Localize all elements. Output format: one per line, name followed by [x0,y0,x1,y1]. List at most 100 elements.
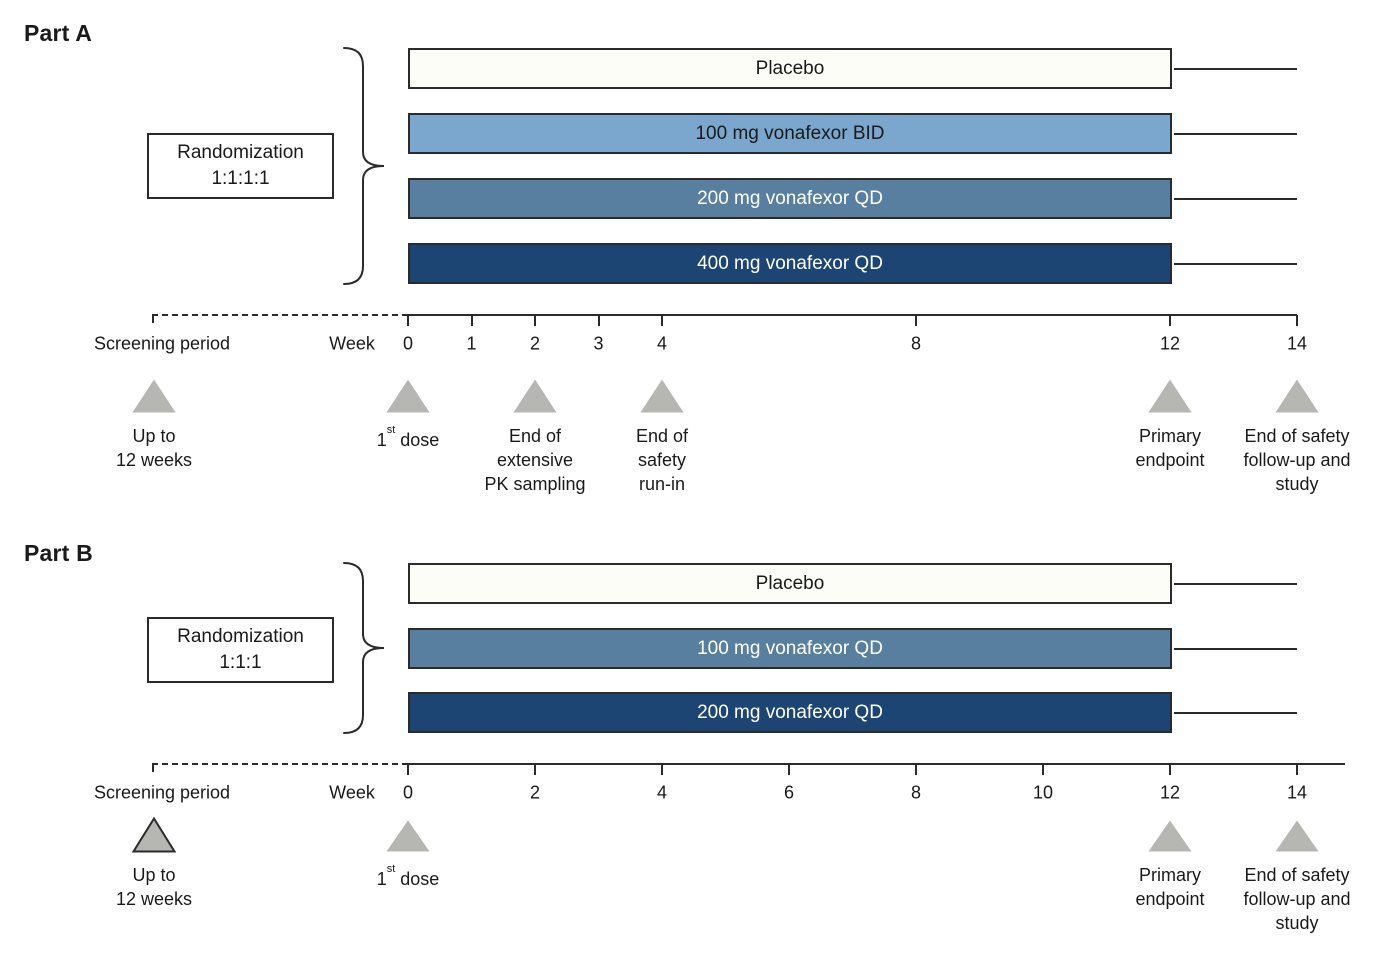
event-label-line: endpoint [1135,450,1205,470]
event-label-line: Up to [132,865,176,885]
treatment-arm-label: 100 mg vonafexor QD [697,637,883,659]
treatment-arm-label: Placebo [755,57,825,79]
week-tick-label: 2 [529,782,541,803]
screening-dashed-line [152,314,408,316]
screening-period-label: Screening period [93,333,231,354]
week-tick [915,315,917,326]
treatment-arm-bar: Placebo [408,563,1172,604]
randomization-ratio: 1:1:1 [219,652,262,673]
week-tick-label: 2 [529,333,541,354]
part-b-randomization-box: Randomization 1:1:1 [147,617,334,683]
event-triangle-icon [512,378,558,414]
week-tick [1169,315,1171,326]
part-b-title: Part B [24,540,93,566]
event-triangle-icon [131,378,177,414]
randomization-brace [335,44,395,288]
arm-followup-line [1174,647,1297,650]
week-tick-label: 4 [656,333,668,354]
week-tick [534,764,536,775]
treatment-arm-bar: 100 mg vonafexor QD [408,628,1172,669]
event-triangle-icon [1274,819,1320,853]
event-label-line: extensive [496,450,574,470]
week-tick [661,315,663,326]
week-axis-label: Week [329,782,375,803]
event-triangle-icon [1147,819,1193,853]
part-a-title: Part A [24,20,93,46]
week-tick-label: 12 [1159,333,1181,354]
week-tick [915,764,917,775]
week-tick-label: 0 [402,333,414,354]
event-label: Primary endpoint [1135,424,1204,472]
event-label-line: 12 weeks [115,450,193,470]
arm-followup-line [1174,67,1297,70]
week-tick [534,315,536,326]
week-tick [1296,315,1298,326]
randomization-brace [335,559,395,737]
event-label: End of safety follow-up and study [1243,424,1350,496]
event-label-line: End of [508,426,562,446]
week-tick [661,764,663,775]
event-label-line: study [1275,913,1319,933]
treatment-arm-label: 400 mg vonafexor QD [697,252,883,274]
week-tick-label: 0 [402,782,414,803]
event-triangle-icon [639,378,685,414]
event-label: Up to 12 weeks [116,424,192,472]
week-tick-label: 14 [1286,333,1308,354]
event-label-line: endpoint [1135,889,1205,909]
event-label-line: End of [635,426,689,446]
arm-followup-line [1174,711,1297,714]
event-label-line: run-in [638,474,686,494]
timeline-axis [408,314,1297,316]
event-triangle-icon [1274,378,1320,414]
treatment-arm-label: 200 mg vonafexor QD [697,187,883,209]
week-tick-label: 4 [656,782,668,803]
randomization-label: Randomization [177,626,304,647]
treatment-arm-label: 100 mg vonafexor BID [695,122,885,144]
event-label: Primary endpoint [1135,863,1204,911]
arm-followup-line [1174,132,1297,135]
event-label-line: 1st dose [376,424,440,450]
week-tick [407,764,409,775]
week-tick [470,315,473,326]
week-tick [597,315,600,326]
treatment-arm-bar: 400 mg vonafexor QD [408,243,1172,284]
week-tick [1169,764,1171,775]
treatment-arm-bar: 100 mg vonafexor BID [408,113,1172,154]
randomization-ratio: 1:1:1:1 [211,168,270,189]
event-label-line: Up to [132,426,176,446]
arm-followup-line [1174,197,1297,200]
randomization-label: Randomization [177,142,304,163]
treatment-arm-bar: Placebo [408,48,1172,89]
event-label: 1st dose [377,863,440,891]
screening-start-tick [152,315,154,323]
week-axis-label: Week [329,333,375,354]
arm-followup-line [1174,582,1297,585]
week-tick-label: 6 [783,782,795,803]
event-label: End of extensive PK sampling [484,424,585,496]
arm-followup-line [1174,262,1297,265]
event-label-line: Primary [1138,426,1201,446]
week-tick [407,315,409,326]
week-tick [788,764,790,775]
event-label-line: PK sampling [484,474,586,494]
event-label-line: follow-up and [1243,450,1351,470]
part-a-randomization-box: Randomization 1:1:1:1 [147,133,334,199]
timeline-axis [408,763,1345,765]
event-label-line: study [1275,474,1319,494]
event-triangle-icon [385,378,431,414]
week-tick-label: 10 [1032,782,1054,803]
week-tick-label: 14 [1286,782,1308,803]
event-label: End of safety follow-up and study [1243,863,1350,935]
treatment-arm-label: 200 mg vonafexor QD [697,701,883,723]
event-label-line: End of safety [1244,865,1350,885]
event-label: Up to 12 weeks [116,863,192,911]
treatment-arm-label: Placebo [755,572,825,594]
event-triangle-icon [1147,378,1193,414]
week-tick-label: 12 [1159,782,1181,803]
event-triangle-icon [132,817,176,853]
event-label: End of safety run-in [636,424,688,496]
week-tick-label: 3 [593,333,604,354]
event-label-line: follow-up and [1243,889,1351,909]
treatment-arm-bar: 200 mg vonafexor QD [408,692,1172,733]
